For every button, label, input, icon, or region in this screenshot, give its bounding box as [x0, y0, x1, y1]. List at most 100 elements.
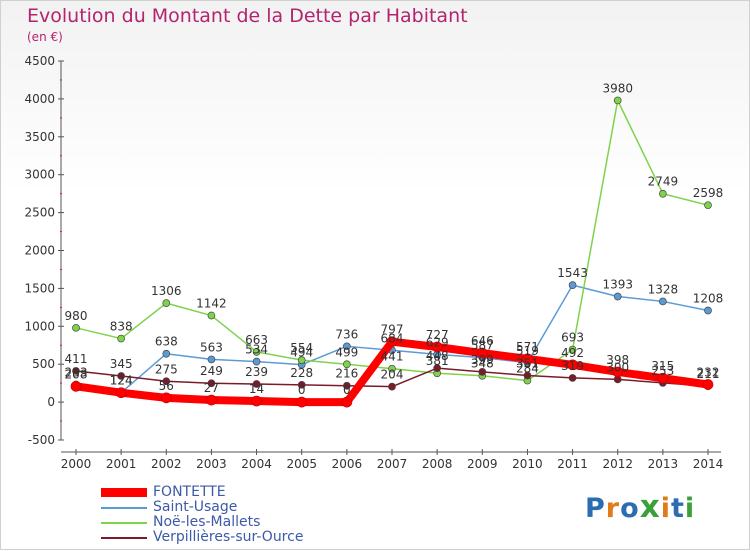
y-tick-label: 1500 [24, 281, 55, 295]
data-label: 646 [471, 334, 494, 348]
x-tick-label: 2000 [61, 457, 92, 471]
data-point [251, 395, 262, 407]
data-point [704, 306, 712, 315]
data-label: 571 [516, 340, 539, 354]
data-label: 228 [290, 366, 313, 380]
legend-label: Noë-les-Mallets [153, 514, 261, 530]
x-tick-label: 2001 [106, 457, 137, 471]
y-tick-label: 4500 [24, 54, 55, 68]
data-label: 208 [65, 367, 88, 381]
data-label: 216 [335, 367, 358, 381]
data-label: 980 [65, 309, 88, 323]
data-label: 381 [426, 354, 449, 368]
data-label: 587 [471, 339, 494, 353]
data-label: 629 [426, 335, 449, 349]
data-point [522, 353, 533, 365]
data-label: 211 [697, 367, 720, 381]
data-label: 284 [516, 362, 539, 376]
y-tick-label: 2000 [24, 244, 55, 258]
data-label: 494 [290, 346, 313, 360]
data-label: 441 [381, 350, 404, 364]
data-point [206, 394, 217, 406]
data-label: 448 [426, 349, 449, 363]
data-label: 275 [155, 362, 178, 376]
data-point [162, 349, 171, 358]
data-point [388, 382, 396, 391]
logo-letter: i [684, 493, 696, 524]
legend-label: FONTETTE [153, 484, 226, 500]
data-label: 399 [471, 353, 494, 367]
data-label: 638 [155, 335, 178, 349]
data-point [297, 356, 306, 364]
legend-swatch [101, 522, 147, 524]
legend-swatch [101, 507, 147, 509]
data-label: 239 [245, 365, 268, 379]
data-label: 838 [110, 320, 133, 334]
data-label: 1306 [151, 284, 182, 298]
data-label: 693 [561, 331, 584, 345]
data-point [568, 345, 577, 354]
data-point [702, 379, 714, 390]
data-label: 0 [298, 383, 306, 397]
data-point [567, 359, 578, 371]
y-tick-label: 3500 [24, 130, 55, 144]
data-label: 319 [561, 359, 584, 373]
data-point [207, 311, 216, 320]
data-label: 1543 [557, 266, 588, 280]
data-point [433, 364, 441, 372]
data-label: 14 [249, 382, 264, 396]
data-label: 1208 [693, 292, 724, 306]
data-point [70, 380, 82, 392]
logo-letter: o [620, 493, 640, 524]
legend-label: Saint-Usage [153, 499, 238, 515]
data-label: 233 [65, 365, 88, 379]
data-point [431, 341, 443, 353]
x-tick-label: 2006 [332, 457, 363, 471]
x-tick-label: 2010 [512, 457, 543, 471]
data-point [162, 299, 171, 307]
data-point [568, 374, 577, 382]
data-point [115, 387, 127, 399]
data-point [478, 368, 487, 376]
data-point [659, 189, 667, 198]
data-label: 727 [426, 328, 449, 342]
data-point [343, 381, 351, 390]
data-point [207, 355, 216, 364]
chart-subtitle: (en €) [27, 30, 63, 44]
data-point [297, 380, 306, 389]
data-label: 351 [516, 356, 539, 370]
x-tick-label: 2009 [467, 457, 498, 471]
legend-label: Verpillières-sur-Ource [153, 529, 304, 545]
data-point [72, 367, 80, 375]
logo-letter: t [670, 493, 685, 524]
data-point [388, 364, 396, 373]
chart-title: Evolution du Montant de la Dette par Hab… [27, 5, 468, 27]
data-point [341, 396, 353, 408]
data-label: 411 [65, 352, 88, 366]
data-point [659, 297, 667, 306]
data-point [343, 342, 351, 351]
data-label: 2749 [648, 175, 679, 189]
x-tick-label: 2011 [557, 457, 588, 471]
data-point [252, 347, 261, 356]
data-point [252, 357, 261, 366]
data-label: 492 [561, 346, 584, 360]
data-label: 563 [200, 340, 223, 354]
x-tick-label: 2014 [693, 457, 724, 471]
data-point [117, 372, 125, 380]
legend-swatch [101, 537, 147, 539]
legend-swatch [101, 488, 147, 497]
data-label: 499 [335, 345, 358, 359]
data-label: 519 [516, 344, 539, 358]
data-label: 300 [606, 360, 629, 374]
data-point [296, 396, 308, 408]
proxiti-logo: Proxiti [585, 489, 695, 525]
data-label: 253 [651, 364, 674, 378]
data-point [613, 292, 622, 301]
y-tick-label: 3000 [24, 168, 55, 182]
y-tick-label: 4000 [24, 92, 55, 106]
data-label: 204 [381, 368, 404, 382]
data-point [613, 96, 622, 105]
data-label: 124 [110, 374, 133, 388]
logo-letter: r [605, 493, 621, 524]
